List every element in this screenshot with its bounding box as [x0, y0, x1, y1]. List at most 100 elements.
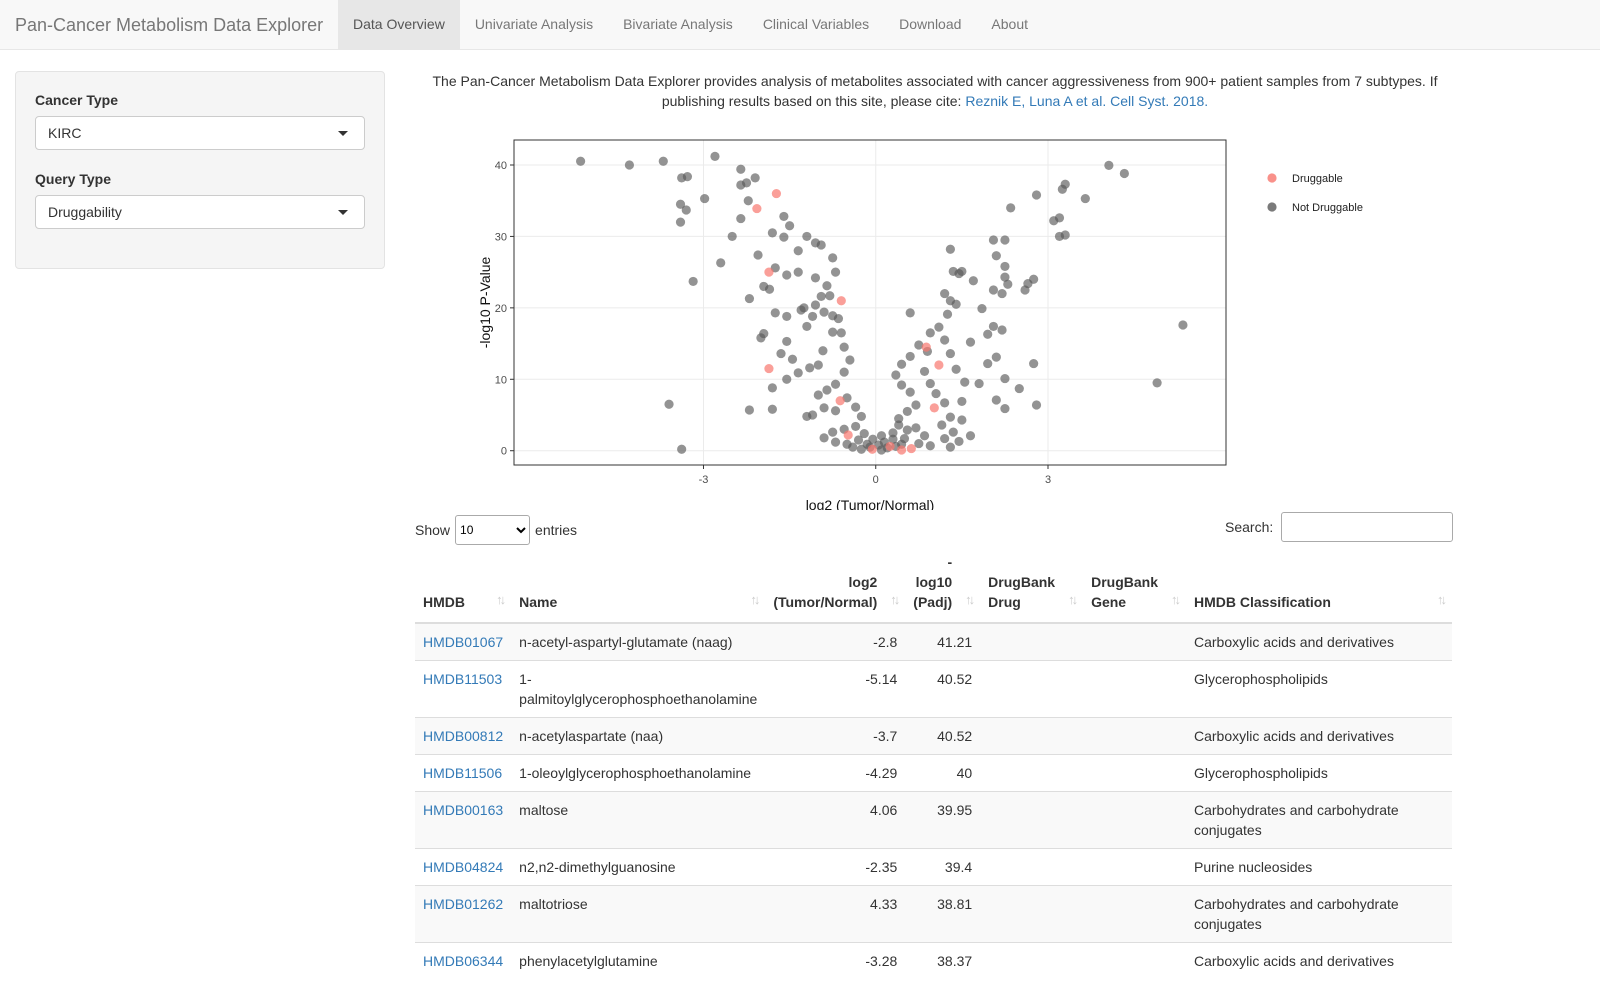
col-header-drugbank-gene[interactable]: DrugBank Gene ↑↓ [1083, 552, 1186, 624]
col-header-hmdb-classification[interactable]: HMDB Classification ↑↓ [1185, 552, 1452, 624]
tab-download[interactable]: Download [899, 16, 962, 32]
hmdb-link[interactable]: HMDB01067 [423, 634, 504, 650]
point-not-druggable [1000, 403, 1010, 414]
tab-bivariate-analysis[interactable]: Bivariate Analysis [623, 16, 733, 32]
tab-clinical-variables[interactable]: Clinical Variables [762, 16, 870, 32]
point-not-druggable [945, 348, 955, 359]
cell-hmdb-classification: Carboxylic acids and derivatives [1185, 942, 1452, 979]
citation-link[interactable]: Reznik E, Luna A et al. Cell Syst. 2018. [965, 93, 1209, 109]
point-not-druggable [919, 366, 930, 377]
cell-padj: 39.95 [905, 791, 981, 849]
hmdb-link[interactable]: HMDB00163 [423, 802, 504, 818]
col-header-label: DrugBank Gene [1091, 574, 1158, 610]
point-not-druggable [830, 267, 841, 277]
col-header-padj[interactable]: -log10 (Padj) ↑↓ [905, 552, 981, 624]
point-druggable [771, 188, 782, 199]
point-not-druggable [954, 436, 964, 447]
search-input[interactable] [1281, 512, 1454, 542]
cell-hmdb: HMDB01262 [415, 885, 512, 943]
sort-icon: ↑↓ [965, 592, 975, 607]
cell-drugbank-gene [1083, 754, 1186, 792]
point-not-druggable [830, 406, 841, 416]
col-header-name[interactable]: Name ↑↓ [511, 552, 766, 624]
point-not-druggable [988, 235, 999, 245]
point-druggable [885, 441, 895, 452]
point-not-druggable [700, 193, 710, 204]
point-druggable [752, 203, 762, 214]
cell-drugbank-drug [980, 791, 1084, 849]
col-header-label: -log10 (Padj) [913, 554, 953, 610]
point-not-druggable [1029, 274, 1039, 284]
cell-hmdb: HMDB04824 [415, 848, 512, 886]
cell-padj: 40.52 [905, 717, 981, 755]
point-not-druggable [782, 374, 792, 384]
table-body: HMDB01067 n-acetyl-aspartyl-glutamate (na… [415, 622, 1452, 979]
point-not-druggable [911, 423, 921, 433]
point-not-druggable [1119, 168, 1129, 179]
point-not-druggable [988, 321, 999, 332]
col-header-drugbank-drug[interactable]: DrugBank Drug ↑↓ [980, 552, 1084, 624]
point-not-druggable [957, 415, 967, 425]
point-not-druggable [925, 378, 935, 389]
query-type-select[interactable]: Druggability [35, 195, 365, 229]
table-row: HMDB00163 maltose 4.06 39.95 Carbohydrates a… [415, 791, 1452, 849]
hmdb-link[interactable]: HMDB11506 [423, 765, 503, 781]
search-control: Search: [1225, 512, 1454, 542]
tab-data-overview[interactable]: Data Overview [338, 0, 460, 50]
point-not-druggable [1006, 203, 1016, 213]
point-not-druggable [688, 276, 698, 287]
hmdb-link[interactable]: HMDB04824 [423, 859, 504, 875]
entries-label: entries [535, 522, 578, 538]
nav-tabs: Data Overview Univariate Analysis Bivari… [338, 0, 1043, 50]
point-not-druggable [911, 400, 921, 410]
query-type-label: Query Type [35, 171, 111, 187]
point-not-druggable [828, 427, 838, 437]
tab-about[interactable]: About [991, 16, 1029, 32]
point-not-druggable [785, 221, 795, 231]
point-not-druggable [802, 321, 812, 332]
table-row: HMDB00812 n-acetylaspartate (naa) -3.7 40.5… [415, 717, 1452, 755]
x-tick-label: 0 [873, 474, 879, 486]
hmdb-link[interactable]: HMDB11503 [423, 671, 503, 687]
hmdb-link[interactable]: HMDB00812 [423, 728, 504, 744]
point-not-druggable [830, 379, 841, 389]
entries-select[interactable]: 10 [455, 515, 531, 545]
cell-name: n-acetyl-aspartyl-glutamate (naag) [511, 622, 766, 661]
cancer-type-select[interactable]: KIRC [35, 116, 365, 150]
hmdb-link[interactable]: HMDB06344 [423, 953, 504, 969]
tab-univariate-analysis[interactable]: Univariate Analysis [474, 16, 594, 32]
cell-hmdb: HMDB00163 [415, 791, 512, 849]
col-header-hmdb[interactable]: HMDB ↑↓ [415, 552, 512, 624]
cancer-type-label: Cancer Type [35, 92, 118, 108]
col-header-log2[interactable]: log2 (Tumor/Normal) ↑↓ [765, 552, 906, 624]
point-not-druggable [842, 393, 852, 403]
sidebar-panel: Cancer Type KIRC Query Type Druggability [15, 71, 385, 269]
point-not-druggable [796, 305, 806, 315]
search-label: Search: [1225, 519, 1274, 535]
point-not-druggable [983, 358, 993, 369]
point-not-druggable [1000, 373, 1010, 384]
hmdb-link[interactable]: HMDB01262 [423, 896, 504, 912]
app-brand[interactable]: Pan-Cancer Metabolism Data Explorer [15, 15, 324, 35]
intro-text: The Pan-Cancer Metabolism Data Explorer … [415, 71, 1455, 111]
point-not-druggable [828, 253, 838, 263]
point-not-druggable [988, 285, 999, 295]
sort-icon: ↑↓ [1170, 592, 1181, 607]
table-row: HMDB01067 n-acetyl-aspartyl-glutamate (na… [415, 622, 1452, 661]
point-not-druggable [902, 425, 912, 435]
point-not-druggable [899, 433, 910, 444]
point-not-druggable [836, 328, 846, 338]
point-not-druggable [764, 284, 775, 294]
point-druggable [906, 443, 916, 454]
navbar: Pan-Cancer Metabolism Data Explorer Data… [0, 0, 1600, 50]
point-not-druggable [767, 404, 777, 414]
point-not-druggable [957, 266, 967, 277]
point-not-druggable [779, 232, 789, 242]
cell-log2: -3.28 [765, 942, 906, 979]
y-axis-label: -log10 P-Value [477, 257, 493, 349]
cell-hmdb-classification: Purine nucleosides [1185, 848, 1452, 886]
cell-log2: -2.35 [765, 848, 906, 886]
cell-name: maltotriose [511, 885, 766, 943]
x-tick-label: 3 [1045, 474, 1051, 486]
cell-log2: -5.14 [765, 660, 906, 718]
